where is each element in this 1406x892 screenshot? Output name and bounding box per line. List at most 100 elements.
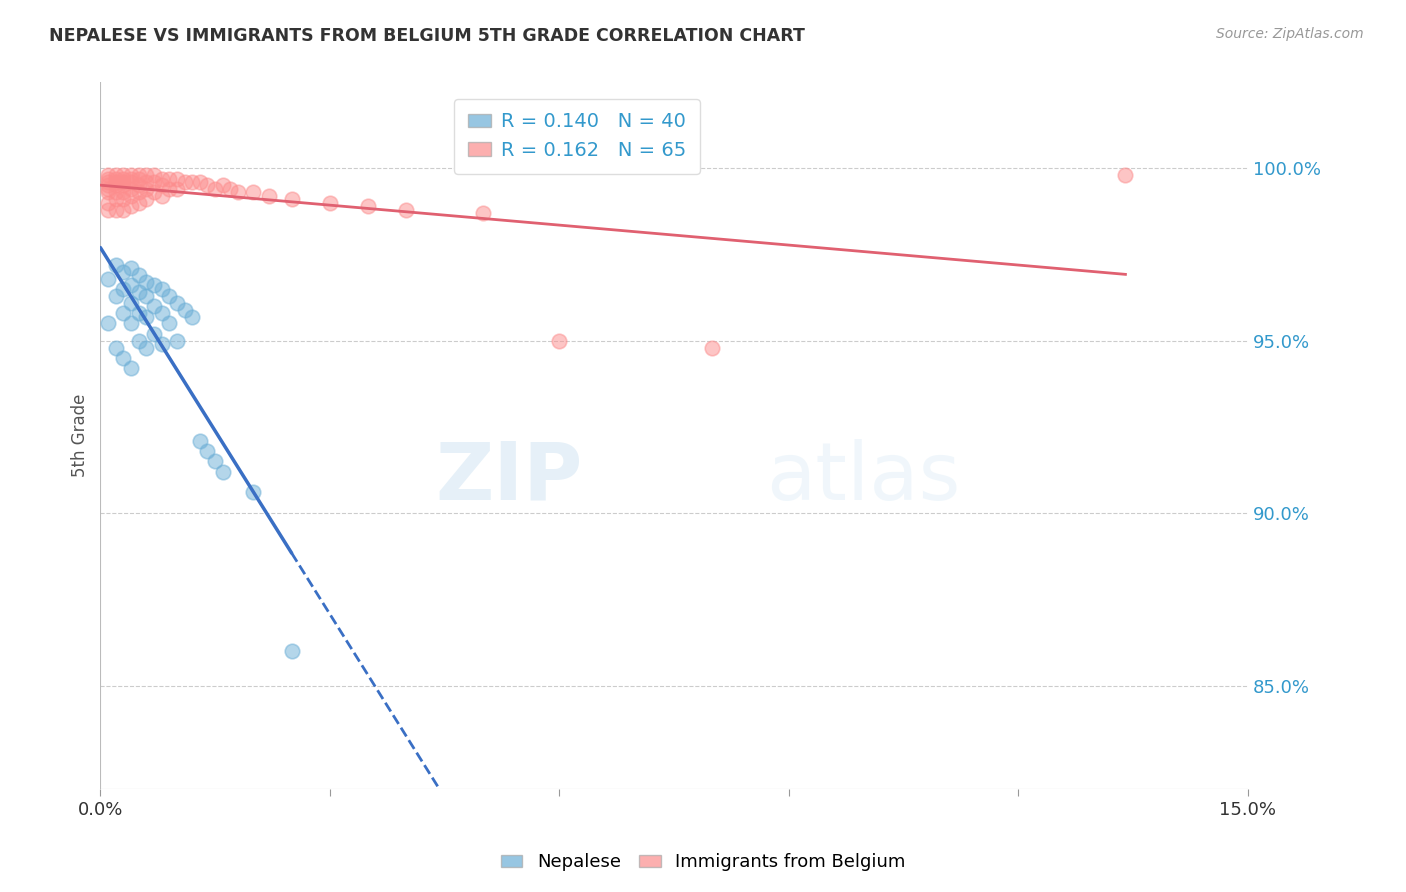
Point <box>112 306 135 320</box>
Point <box>219 182 242 196</box>
Point <box>135 310 157 324</box>
Point <box>112 192 135 206</box>
Point <box>157 289 180 303</box>
Point <box>242 186 264 200</box>
Point <box>150 306 173 320</box>
Point <box>120 182 142 196</box>
Point <box>112 282 135 296</box>
Point <box>204 182 226 196</box>
Point <box>128 171 150 186</box>
Point <box>120 168 142 182</box>
Point <box>112 178 135 193</box>
Point <box>120 278 142 293</box>
Point <box>97 186 120 200</box>
Point <box>702 341 724 355</box>
Point <box>135 168 157 182</box>
Text: ZIP: ZIP <box>434 439 582 517</box>
Point <box>97 168 120 182</box>
Point <box>112 351 135 365</box>
Point <box>128 186 150 200</box>
Point <box>120 261 142 276</box>
Point <box>242 485 264 500</box>
Point <box>97 271 120 285</box>
Point <box>104 258 127 272</box>
Point <box>97 195 120 210</box>
Point <box>104 178 127 193</box>
Point <box>128 168 150 182</box>
Text: NEPALESE VS IMMIGRANTS FROM BELGIUM 5TH GRADE CORRELATION CHART: NEPALESE VS IMMIGRANTS FROM BELGIUM 5TH … <box>49 27 806 45</box>
Point <box>280 192 302 206</box>
Point <box>150 188 173 202</box>
Point <box>357 199 380 213</box>
Y-axis label: 5th Grade: 5th Grade <box>72 394 89 477</box>
Point <box>142 175 165 189</box>
Point <box>128 178 150 193</box>
Point <box>104 289 127 303</box>
Point <box>112 265 135 279</box>
Point <box>135 182 157 196</box>
Point <box>97 171 120 186</box>
Point <box>120 188 142 202</box>
Point <box>1114 168 1136 182</box>
Point <box>104 192 127 206</box>
Point <box>120 361 142 376</box>
Point <box>395 202 418 217</box>
Point <box>97 202 120 217</box>
Point <box>319 195 342 210</box>
Point <box>142 186 165 200</box>
Point <box>128 195 150 210</box>
Point <box>112 186 135 200</box>
Point <box>142 299 165 313</box>
Point <box>142 168 165 182</box>
Point <box>280 644 302 658</box>
Point <box>226 186 249 200</box>
Point <box>166 295 188 310</box>
Point <box>157 171 180 186</box>
Point <box>142 278 165 293</box>
Point <box>135 275 157 289</box>
Point <box>166 171 188 186</box>
Point <box>150 178 173 193</box>
Point <box>181 175 204 189</box>
Text: Source: ZipAtlas.com: Source: ZipAtlas.com <box>1216 27 1364 41</box>
Point <box>257 188 280 202</box>
Point <box>173 302 195 317</box>
Point <box>120 317 142 331</box>
Point <box>173 175 195 189</box>
Point <box>128 285 150 300</box>
Point <box>135 341 157 355</box>
Point <box>150 282 173 296</box>
Point <box>197 178 219 193</box>
Point <box>120 175 142 189</box>
Point <box>128 268 150 282</box>
Point <box>128 334 150 348</box>
Point <box>142 326 165 341</box>
Text: atlas: atlas <box>766 439 960 517</box>
Point <box>150 171 173 186</box>
Point <box>104 171 127 186</box>
Point <box>104 202 127 217</box>
Point <box>211 178 233 193</box>
Point <box>166 334 188 348</box>
Point <box>181 310 204 324</box>
Legend: Nepalese, Immigrants from Belgium: Nepalese, Immigrants from Belgium <box>494 847 912 879</box>
Point <box>188 434 211 448</box>
Point <box>112 168 135 182</box>
Point <box>157 182 180 196</box>
Point <box>135 175 157 189</box>
Point <box>104 341 127 355</box>
Point <box>197 444 219 458</box>
Point <box>120 171 142 186</box>
Point <box>104 168 127 182</box>
Point <box>97 175 120 189</box>
Point <box>211 465 233 479</box>
Legend: R = 0.140   N = 40, R = 0.162   N = 65: R = 0.140 N = 40, R = 0.162 N = 65 <box>454 99 700 174</box>
Point <box>166 182 188 196</box>
Point <box>97 178 120 193</box>
Point <box>471 206 494 220</box>
Point <box>135 192 157 206</box>
Point <box>548 334 571 348</box>
Point <box>104 175 127 189</box>
Point <box>120 295 142 310</box>
Point <box>128 306 150 320</box>
